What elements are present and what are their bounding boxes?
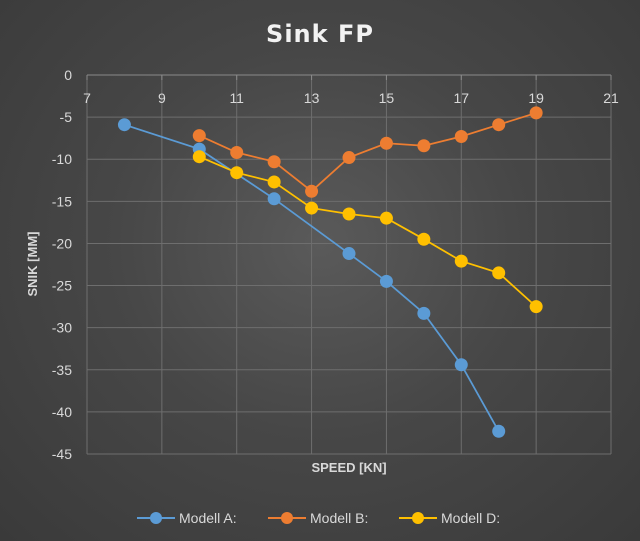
y-tick-label: -10	[52, 151, 72, 167]
data-point	[305, 201, 319, 215]
data-point	[379, 136, 393, 150]
x-tick-label: 9	[158, 90, 166, 106]
series-3	[192, 150, 543, 314]
y-axis-label: SNIK [MM]	[25, 232, 40, 297]
x-tick-label: 11	[229, 90, 244, 106]
data-point	[192, 150, 206, 164]
series-line	[124, 123, 500, 432]
x-tick-label: 19	[528, 90, 544, 106]
data-point	[492, 266, 506, 280]
data-point	[342, 207, 356, 221]
series-2	[192, 106, 543, 198]
x-tick-label: 13	[304, 90, 320, 106]
data-point	[529, 300, 543, 314]
data-point	[379, 211, 393, 225]
data-point	[267, 192, 281, 206]
y-tick-label: -30	[52, 320, 72, 336]
legend-marker	[150, 512, 162, 524]
y-tick-label: -35	[52, 362, 72, 378]
x-tick-label: 15	[379, 90, 395, 106]
series-1	[117, 118, 506, 438]
y-tick-label: -20	[52, 235, 72, 251]
axes	[86, 74, 612, 80]
data-point	[342, 247, 356, 261]
data-point	[417, 232, 431, 246]
data-point	[492, 424, 506, 438]
legend-marker	[281, 512, 293, 524]
data-point	[417, 306, 431, 320]
data-point	[529, 106, 543, 120]
x-axis-label: SPEED [KN]	[311, 460, 386, 475]
data-point	[342, 151, 356, 165]
y-tick-label: -45	[52, 446, 72, 462]
series-line	[198, 155, 537, 308]
y-tick-label: 0	[64, 67, 72, 83]
chart-title: Sink FP	[266, 20, 374, 48]
data-point	[454, 254, 468, 268]
y-tick-label: -15	[52, 193, 72, 209]
data-point	[454, 129, 468, 143]
legend-entry: Modell B:	[268, 510, 368, 526]
legend-marker	[412, 512, 424, 524]
legend-label: Modell D:	[441, 510, 500, 526]
data-point	[230, 145, 244, 159]
tick-labels: 0 -5 -10 -15 -20 -25 -30 -35 -40 -45 7 9 11 13 15 17 19 2…	[52, 67, 619, 462]
legend-label: Modell B:	[310, 510, 368, 526]
y-tick-label: -40	[52, 404, 72, 420]
legend-entry: Modell D:	[399, 510, 500, 526]
y-tick-label: -5	[60, 109, 73, 125]
data-point	[230, 166, 244, 180]
data-point	[267, 155, 281, 169]
data-point	[192, 129, 206, 143]
legend: Modell A: Modell B: Modell D:	[137, 510, 500, 526]
series-line	[198, 112, 537, 193]
x-tick-label: 17	[453, 90, 469, 106]
data-point	[305, 184, 319, 198]
x-tick-label: 21	[603, 90, 619, 106]
data-point	[117, 118, 131, 132]
legend-label: Modell A:	[179, 510, 237, 526]
data-point	[267, 175, 281, 189]
data-point	[417, 139, 431, 153]
legend-entry: Modell A:	[137, 510, 237, 526]
grid	[86, 74, 612, 455]
x-tick-label: 7	[83, 90, 91, 106]
data-point	[454, 358, 468, 372]
series	[117, 106, 543, 438]
y-tick-label: -25	[52, 278, 72, 294]
data-point	[379, 274, 393, 288]
data-point	[492, 118, 506, 132]
